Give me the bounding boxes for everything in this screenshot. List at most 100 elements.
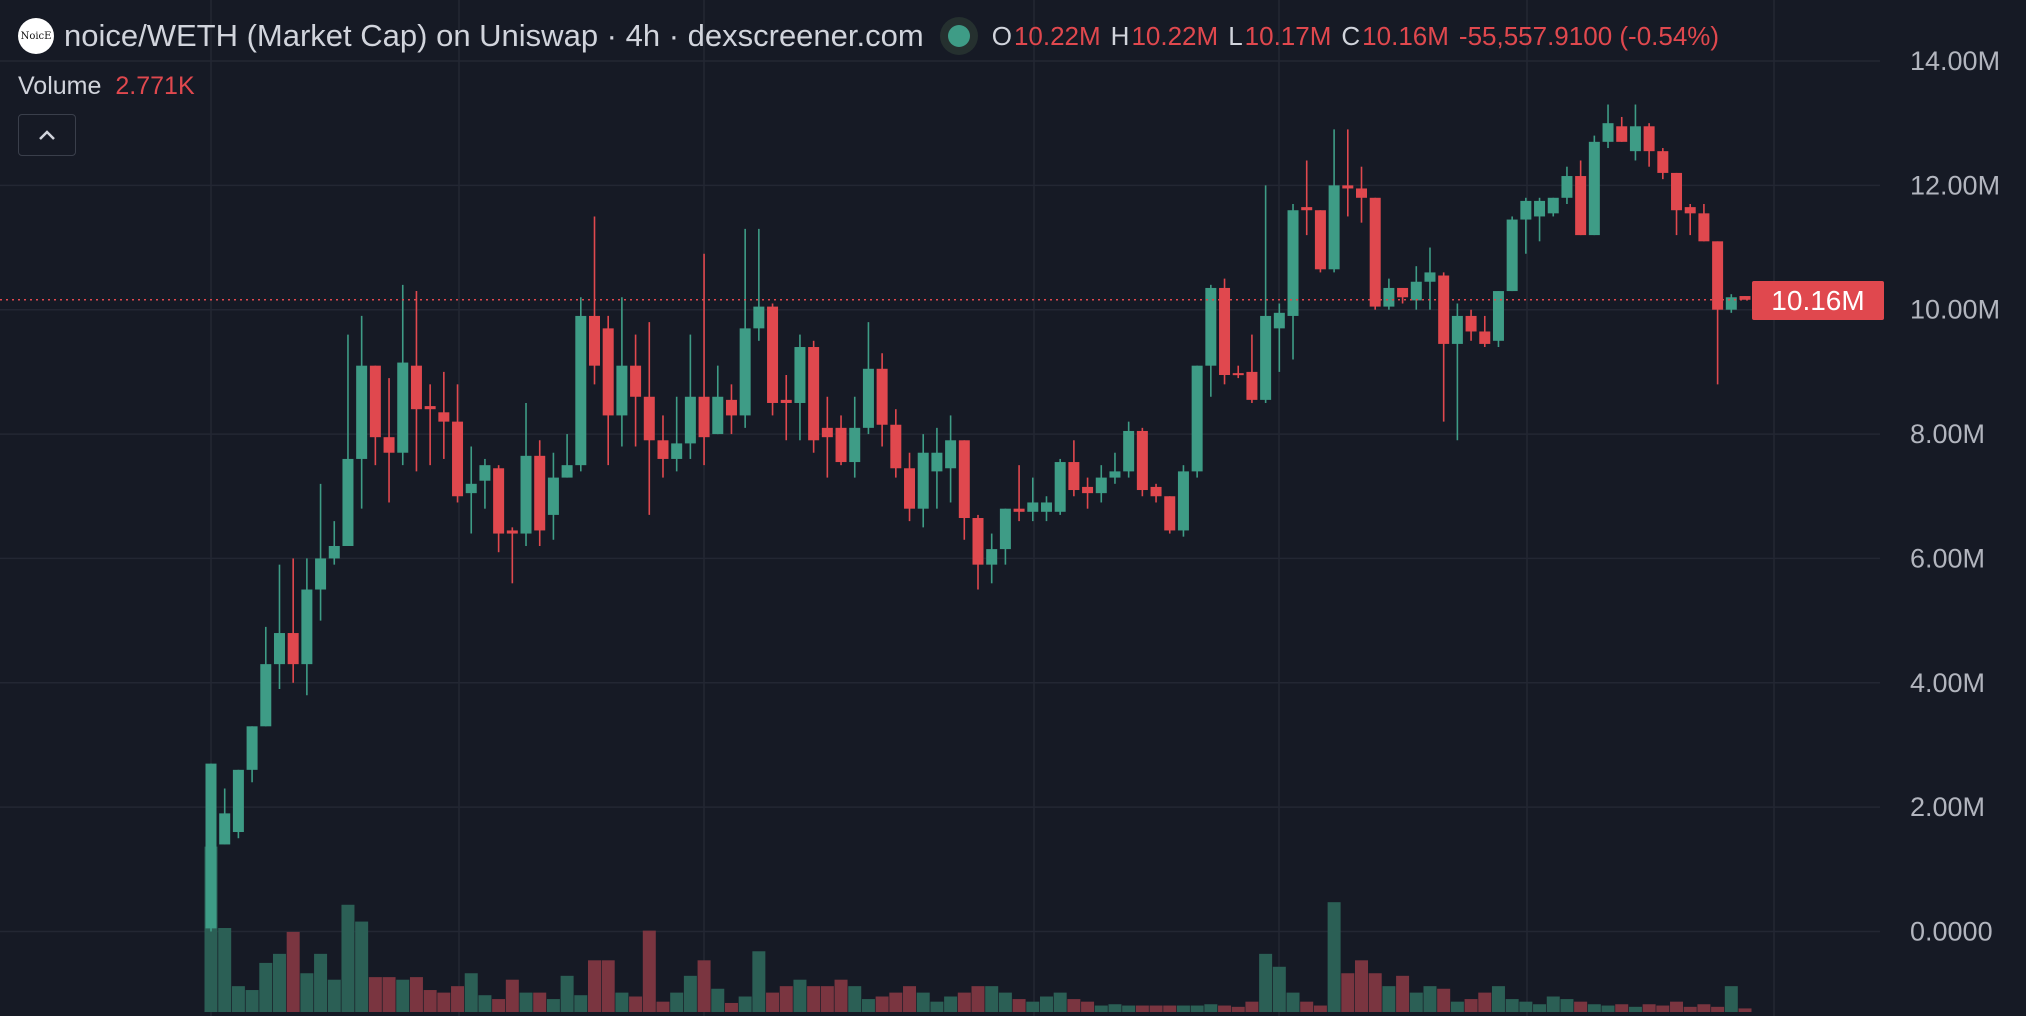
volume-bar (300, 973, 314, 1012)
candle (1725, 294, 1737, 313)
candle-body (1725, 297, 1737, 310)
volume-bar (1423, 986, 1437, 1012)
candle (328, 521, 340, 565)
candle-body (890, 424, 902, 469)
candle (1068, 440, 1080, 497)
candle-body (657, 440, 669, 459)
volume-bar (1341, 973, 1355, 1012)
candle-body (1575, 176, 1587, 236)
volume-bar (1724, 986, 1738, 1012)
candle (1301, 160, 1313, 236)
candle-body (808, 347, 820, 441)
volume-bar (1149, 1005, 1163, 1012)
candle (1397, 287, 1409, 304)
candle (260, 626, 272, 727)
volume-bar (793, 979, 807, 1012)
volume-bar (1135, 1005, 1149, 1012)
y-tick-label: 10.00M (1910, 295, 2000, 325)
y-tick-label: 0.0000 (1910, 917, 1993, 947)
candle (561, 434, 573, 478)
candle-body (1068, 462, 1080, 491)
candle (232, 769, 244, 839)
y-tick-label: 12.00M (1910, 170, 2000, 200)
volume-bar (1683, 1006, 1697, 1012)
volume-bar (903, 986, 917, 1012)
candle-body (410, 365, 422, 410)
chart-legend: NoicE noice/WETH (Market Cap) on Uniswap… (18, 18, 1719, 54)
candle-body (315, 558, 327, 590)
candle (1136, 427, 1148, 497)
candle-body (1191, 365, 1203, 472)
volume-bar (861, 999, 875, 1012)
candle (410, 291, 422, 472)
volume-bar (1587, 1004, 1601, 1012)
candle (849, 396, 861, 478)
volume-bar (683, 975, 697, 1012)
volume-bar (1094, 1005, 1108, 1012)
volume-bar (1738, 1008, 1752, 1012)
candle-body (630, 365, 642, 397)
candle-body (602, 328, 614, 416)
volume-bar (1039, 996, 1053, 1012)
candle (1438, 272, 1450, 422)
candle-body (424, 406, 436, 410)
candle (520, 402, 532, 546)
candle (835, 415, 847, 466)
candle (1246, 334, 1258, 403)
candle-body (1629, 126, 1641, 152)
volume-bar (533, 992, 547, 1012)
candle (1205, 284, 1217, 397)
candle-body (1342, 185, 1354, 189)
candle-body (1520, 200, 1532, 220)
change-value: -55,557.9100 (-0.54%) (1458, 20, 1720, 51)
candle (821, 396, 833, 478)
collapse-legend-button[interactable] (18, 114, 76, 156)
volume-bar (382, 977, 396, 1012)
candle (1712, 241, 1724, 385)
candle (1191, 365, 1203, 478)
candle (547, 452, 559, 540)
close-value: 10.16M (1362, 20, 1449, 51)
volume-bar (478, 995, 492, 1012)
volume-bar (834, 979, 848, 1012)
candle-body (465, 483, 477, 494)
candle (1260, 185, 1272, 403)
candle (999, 508, 1011, 565)
candle (767, 303, 779, 416)
token-logo: NoicE (18, 18, 54, 54)
candle (1383, 278, 1395, 310)
candle-body (219, 813, 231, 845)
candle-body (1451, 315, 1463, 344)
volume-bar (245, 990, 259, 1012)
candle-body (342, 458, 354, 546)
candle-body (520, 455, 532, 534)
candle-body (1588, 141, 1600, 236)
candle-body (1095, 477, 1107, 494)
candle (1095, 465, 1107, 503)
candle (1520, 197, 1532, 254)
volume-bar (1067, 999, 1081, 1012)
volume-bar (1615, 1004, 1629, 1012)
candle (753, 228, 765, 341)
candle (931, 427, 943, 509)
candle (862, 322, 874, 435)
candle-body (753, 306, 765, 329)
candle (780, 375, 792, 441)
volume-bar (601, 960, 615, 1012)
volume-bar (957, 992, 971, 1012)
candle-body (671, 443, 683, 459)
volume-bar (1204, 1004, 1218, 1012)
candle-body (999, 508, 1011, 550)
close-key: C (1341, 20, 1361, 51)
candle (1575, 160, 1587, 236)
candle-body (479, 465, 491, 481)
candle (1342, 129, 1354, 217)
candle-body (1205, 287, 1217, 366)
candle (945, 415, 957, 503)
candle-body (739, 328, 751, 416)
volume-bar (1697, 1004, 1711, 1012)
volume-bar (1464, 999, 1478, 1012)
volume-bar (409, 977, 423, 1012)
volume-bar (423, 990, 437, 1012)
